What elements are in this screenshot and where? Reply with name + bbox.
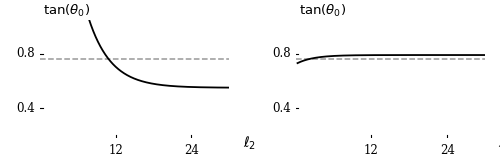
Text: 24: 24: [184, 144, 199, 157]
Text: 0.4: 0.4: [272, 101, 290, 115]
Text: $\ell_2$: $\ell_2$: [498, 134, 500, 152]
Text: $\ell_2$: $\ell_2$: [242, 134, 256, 152]
Text: 12: 12: [108, 144, 123, 157]
Text: 24: 24: [440, 144, 454, 157]
Text: 12: 12: [364, 144, 379, 157]
Text: 0.8: 0.8: [16, 47, 35, 60]
Text: 0.8: 0.8: [272, 47, 290, 60]
Text: $\tan(\theta_0)$: $\tan(\theta_0)$: [43, 3, 90, 19]
Text: $\tan(\theta_0)$: $\tan(\theta_0)$: [299, 3, 346, 19]
Text: 0.4: 0.4: [16, 101, 35, 115]
